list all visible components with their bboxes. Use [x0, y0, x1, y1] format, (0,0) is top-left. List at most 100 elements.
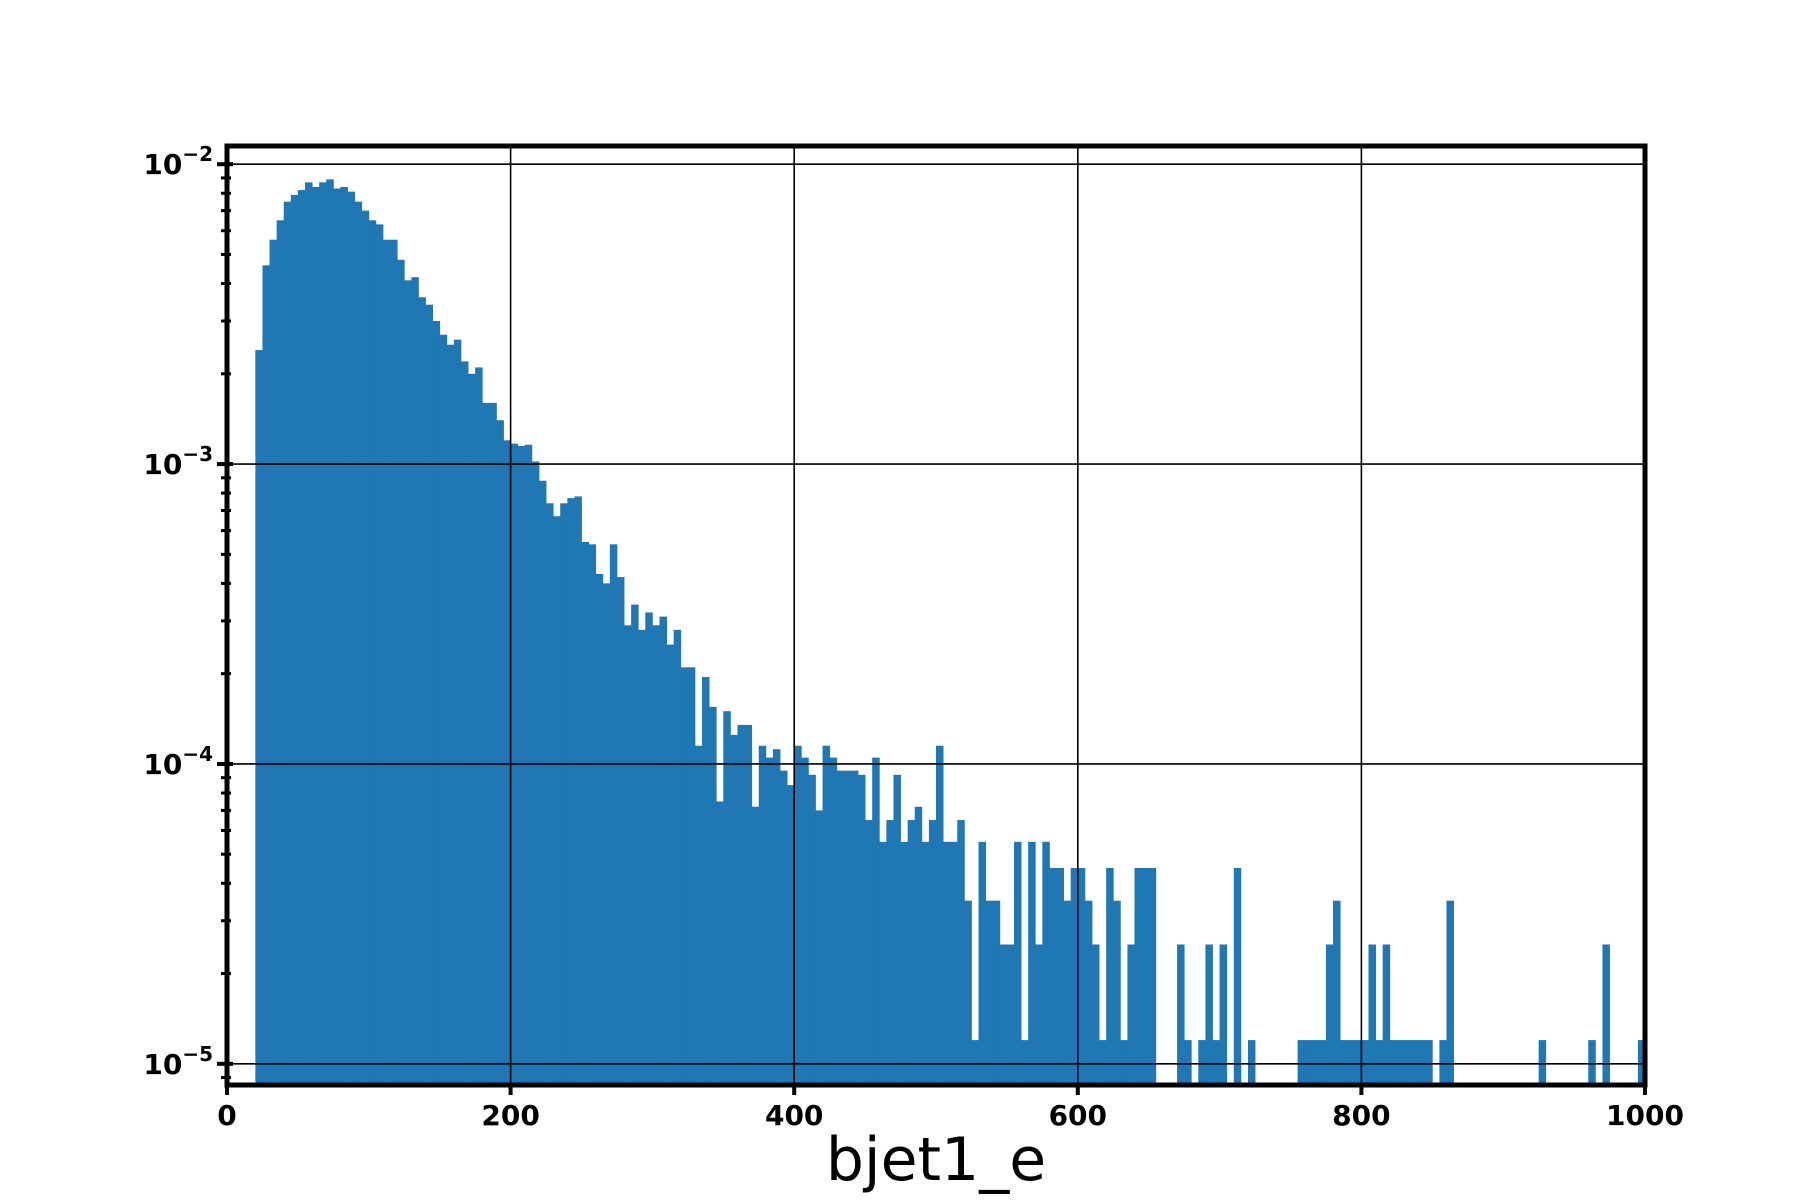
histogram-bar	[255, 350, 263, 1085]
histogram-bar	[1375, 1040, 1384, 1085]
histogram-bar	[1077, 867, 1086, 1085]
histogram-bar	[475, 367, 483, 1085]
histogram-bar	[1148, 867, 1157, 1085]
histogram-bar	[879, 841, 887, 1085]
histogram-bar	[609, 544, 618, 1085]
histogram-bar	[1396, 1040, 1405, 1085]
histogram-bar	[1106, 867, 1114, 1085]
histogram-bar	[524, 444, 533, 1085]
histogram-bar	[1056, 867, 1065, 1085]
histogram-bar	[468, 373, 476, 1085]
histogram-bar	[319, 182, 327, 1086]
histogram-bar	[1013, 841, 1022, 1085]
histogram-bar	[347, 191, 356, 1085]
histogram-bar	[843, 770, 852, 1085]
histogram-bar	[893, 774, 901, 1085]
histogram-bar	[985, 900, 994, 1085]
histogram-bar	[283, 201, 292, 1086]
histogram-bar	[829, 757, 838, 1085]
histogram-bar	[900, 841, 909, 1085]
histogram-bar	[1368, 944, 1376, 1085]
histogram-bar	[290, 194, 299, 1085]
histogram-bar	[567, 498, 575, 1085]
histogram-bar	[1247, 1040, 1256, 1085]
histogram-bar	[553, 516, 561, 1085]
histogram-bar	[538, 480, 547, 1086]
histogram-bar	[1588, 1040, 1596, 1085]
histogram-bar	[624, 625, 632, 1085]
histogram-bar	[1233, 867, 1242, 1085]
histogram-bar	[716, 801, 724, 1085]
histogram-bar	[1297, 1040, 1306, 1085]
histogram-bar	[304, 182, 313, 1086]
histogram-bar	[616, 577, 625, 1085]
histogram-bar	[581, 541, 589, 1085]
histogram-bar	[638, 629, 646, 1085]
histogram-bar	[950, 841, 958, 1085]
histogram-bar	[482, 402, 490, 1085]
histogram-bar	[737, 724, 745, 1085]
histogram-bar	[397, 259, 405, 1085]
histogram-bar	[1099, 1040, 1107, 1085]
histogram-bar	[1361, 1040, 1369, 1085]
histogram-bar	[1637, 1040, 1646, 1085]
histogram-bar	[382, 239, 391, 1085]
x-axis-ticks: 0 200 400 600 800 1000	[217, 1085, 1684, 1132]
histogram-bar	[340, 186, 348, 1085]
histogram-bar	[694, 745, 703, 1085]
histogram-bar	[588, 544, 597, 1085]
histogram-bar	[1028, 841, 1036, 1085]
histogram-bar	[1091, 944, 1100, 1085]
histogram-bar	[574, 496, 582, 1085]
histogram-bar	[758, 745, 767, 1085]
y-tick-label: 10−3	[143, 442, 213, 481]
histogram-bar	[921, 841, 930, 1085]
histogram-bar	[1304, 1040, 1313, 1085]
histogram-bar	[326, 179, 334, 1085]
histogram-bar	[1141, 867, 1150, 1085]
histogram-bar	[1347, 1040, 1355, 1085]
histogram-bars	[255, 179, 1646, 1086]
histogram-bar	[723, 711, 731, 1085]
histogram-bar	[1042, 841, 1050, 1085]
histogram-bar	[1070, 867, 1079, 1085]
x-tick-label: 800	[1332, 1099, 1390, 1132]
histogram-bar	[1446, 900, 1454, 1085]
histogram-bar	[531, 461, 540, 1085]
histogram-bar	[971, 1040, 979, 1085]
histogram-bar	[907, 820, 916, 1085]
histogram-bar	[822, 745, 831, 1085]
histogram-bar	[368, 220, 377, 1086]
histogram-bar	[1113, 900, 1121, 1085]
histogram-bar	[496, 420, 504, 1085]
histogram-bar	[744, 724, 753, 1085]
histogram-bar	[418, 297, 426, 1085]
histogram-bar	[439, 334, 448, 1086]
histogram-bar	[560, 503, 568, 1085]
y-tick-label: 10−5	[143, 1042, 213, 1081]
histogram-bar	[772, 749, 781, 1085]
histogram-bar	[680, 667, 689, 1085]
histogram-bar	[1425, 1040, 1433, 1085]
histogram-bar	[702, 676, 710, 1085]
histogram-bar	[375, 224, 384, 1085]
x-tick-label: 200	[481, 1099, 539, 1132]
histogram-bar	[1198, 1040, 1206, 1085]
histogram-bar	[269, 239, 278, 1085]
histogram-bar	[546, 503, 554, 1085]
histogram-bar	[1063, 900, 1072, 1085]
histogram-bar	[297, 190, 306, 1086]
histogram-bar	[687, 667, 696, 1085]
histogram-bar	[865, 820, 873, 1085]
histogram-bar	[765, 757, 774, 1085]
histogram-bar	[1333, 900, 1341, 1085]
histogram-bar	[999, 944, 1008, 1085]
histogram-bar	[1049, 867, 1057, 1085]
histogram-bar	[1354, 1040, 1362, 1085]
histogram-bar	[836, 770, 845, 1085]
x-tick-label: 600	[1049, 1099, 1107, 1132]
histogram-bar	[673, 629, 682, 1085]
x-axis-label: bjet1_e	[826, 1125, 1046, 1195]
histogram-bar	[602, 583, 611, 1085]
